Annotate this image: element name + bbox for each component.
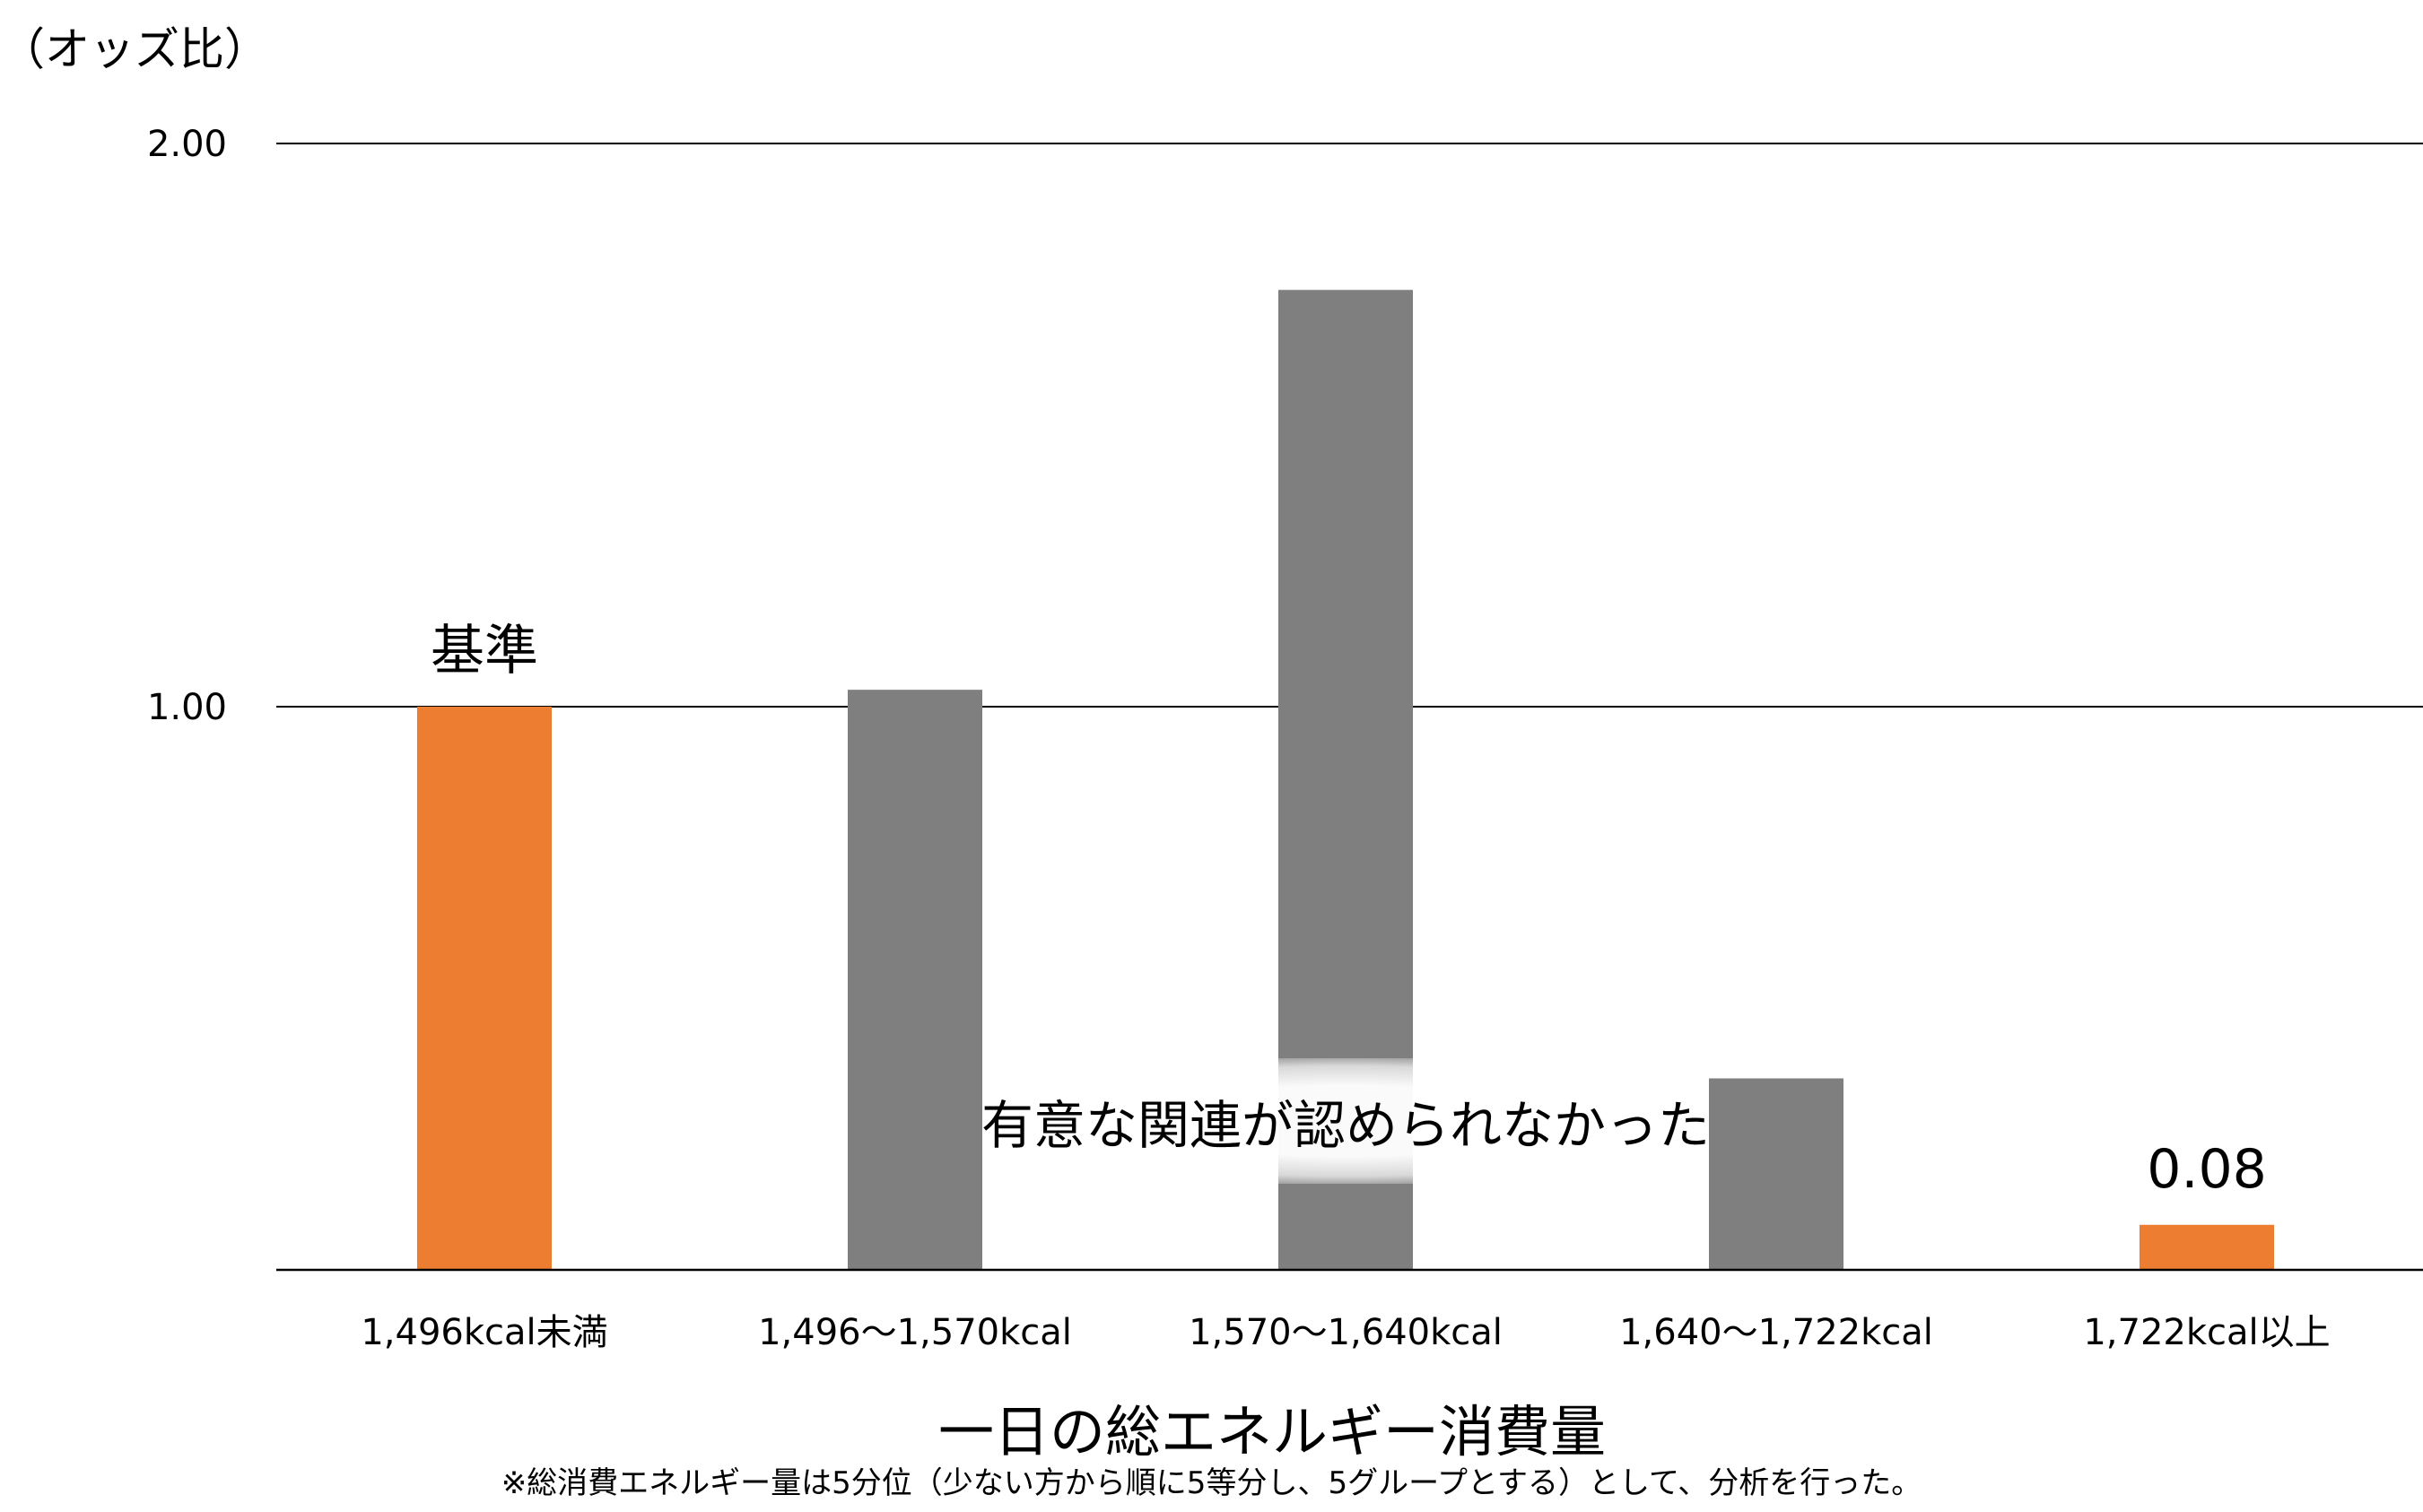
annotation-no-significant-association: 有意な関連が認められなかった xyxy=(981,1058,1710,1184)
y-tick-labels: 1.00 2.00 xyxy=(147,124,227,728)
category-label: 1,640〜1,722kcal xyxy=(1619,1312,1933,1353)
data-label: 0.08 xyxy=(2147,1138,2267,1201)
y-tick-label: 2.00 xyxy=(147,124,227,165)
bar xyxy=(2140,1224,2274,1270)
y-tick-label: 1.00 xyxy=(147,687,227,728)
category-label: 1,570〜1,640kcal xyxy=(1189,1312,1503,1353)
category-labels: 1,496kcal未満 1,496〜1,570kcal 1,570〜1,640kca… xyxy=(361,1312,2330,1353)
bar xyxy=(848,690,982,1270)
data-labels: 基準 0.08 xyxy=(431,620,2267,1201)
y-axis-label: （オッズ比） xyxy=(0,23,269,75)
data-label: 基準 xyxy=(431,620,538,682)
category-label: 1,496〜1,570kcal xyxy=(758,1312,1072,1353)
bar xyxy=(417,707,552,1270)
category-label: 1,496kcal未満 xyxy=(361,1312,607,1353)
x-axis-label: 一日の総エネルギー消費量 xyxy=(938,1399,1606,1464)
footnote: ※総消費エネルギー量は5分位（少ない方から順に5等分し、5グループとする）として… xyxy=(501,1465,1922,1501)
category-label: 1,722kcal以上 xyxy=(2083,1312,2330,1353)
bar xyxy=(1709,1078,1843,1270)
